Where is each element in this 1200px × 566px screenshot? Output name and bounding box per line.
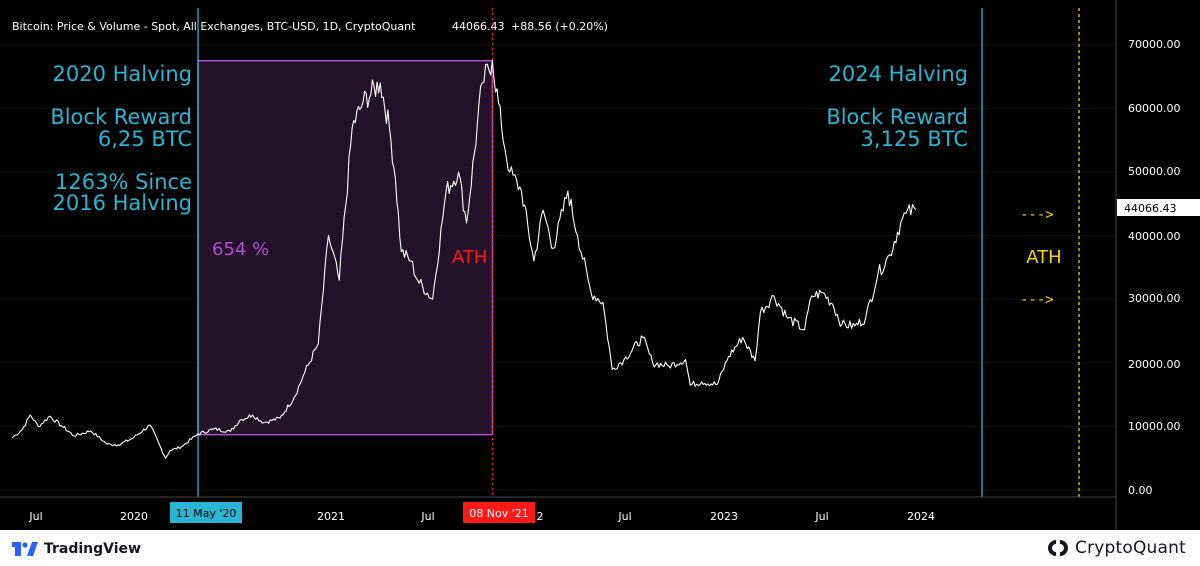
x-tick-label: Jul — [420, 510, 434, 523]
overlay-layer — [197, 8, 1080, 497]
x-tick-label: Jul — [28, 510, 42, 523]
y-tick-label: 20000.00 — [1128, 358, 1181, 371]
tradingview-icon — [12, 542, 38, 556]
block-reward-2020-label: Block Reward — [50, 105, 192, 129]
grid-layer — [0, 44, 1116, 491]
ath-date-text: 08 Nov '21 — [469, 507, 528, 520]
block-reward-2024-label: Block Reward — [826, 105, 968, 129]
cryptoquant-logo[interactable]: CryptoQuant — [1047, 536, 1186, 560]
last-price-tag-bg — [1117, 199, 1200, 216]
series-layer — [11, 60, 917, 459]
last-price-tag-text: 44066.43 — [1124, 202, 1177, 215]
halving-2024-label: 2024 Halving — [828, 62, 968, 86]
y-tick-label: 50000.00 — [1128, 165, 1181, 178]
future-arrow-top: ---> — [1020, 207, 1054, 223]
x-tick-label: Jul — [814, 510, 828, 523]
ath-label: ATH — [452, 247, 487, 268]
halving-to-ath-box — [197, 59, 494, 436]
tradingview-logo[interactable]: TradingView — [12, 538, 141, 560]
halving-date-text: 11 May '20 — [176, 507, 237, 520]
y-tick-label: 10000.00 — [1128, 420, 1181, 433]
y-tick-label: 40000.00 — [1128, 230, 1181, 243]
since-2016-line2: 2016 Halving — [52, 191, 192, 215]
x-tick-label: 2023 — [710, 510, 738, 523]
tradingview-brand: TradingView — [44, 541, 141, 557]
halving-2020-label: 2020 Halving — [52, 62, 192, 86]
price-series-line — [11, 60, 917, 459]
chart-header-title: Bitcoin: Price & Volume - Spot, All Exch… — [12, 20, 416, 33]
box-gain-label: 654 % — [212, 239, 269, 260]
y-tick-label: 70000.00 — [1128, 38, 1181, 51]
x-tick-label: 2021 — [317, 510, 345, 523]
ath-date-marker: 08 Nov '21 — [463, 502, 535, 523]
future-ath-label: ATH — [1026, 247, 1061, 268]
x-tick-label: Jul — [617, 510, 631, 523]
x-tick-label: 2 — [537, 510, 544, 523]
cryptoquant-brand: CryptoQuant — [1075, 538, 1186, 558]
block-reward-2020-value: 6,25 BTC — [98, 127, 192, 151]
chart-header-change: +88.56 (+0.20%) — [511, 20, 608, 33]
x-tick-label: 2020 — [120, 510, 148, 523]
last-price-tag: 44066.43 — [1117, 199, 1200, 216]
halving-date-marker: 11 May '20 — [170, 502, 242, 523]
future-arrow-bottom: ---> — [1020, 292, 1054, 308]
cryptoquant-icon — [1048, 540, 1068, 556]
y-tick-label: 60000.00 — [1128, 102, 1181, 115]
y-tick-label: 0.00 — [1128, 484, 1153, 497]
ath-date-marker-bg — [463, 502, 535, 523]
block-reward-2024-value: 3,125 BTC — [861, 127, 968, 151]
since-2016-line1: 1263% Since — [55, 170, 192, 194]
x-tick-label: 2024 — [907, 510, 935, 523]
halving-date-marker-bg — [170, 502, 242, 523]
chart-header-price: 44066.43 — [452, 20, 505, 33]
y-tick-label: 30000.00 — [1128, 292, 1181, 305]
